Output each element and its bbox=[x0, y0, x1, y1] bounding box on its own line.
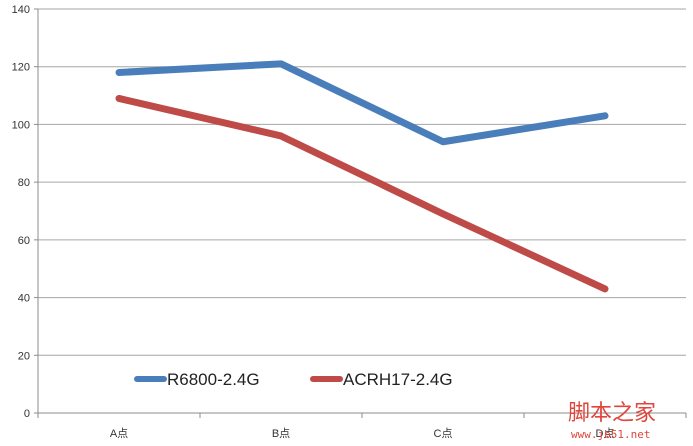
x-tick-label: A点 bbox=[110, 427, 128, 440]
legend-label: R6800-2.4G bbox=[167, 370, 260, 389]
data-point bbox=[117, 96, 121, 101]
x-tick-label: D点 bbox=[596, 427, 615, 440]
y-tick-label: 0 bbox=[24, 408, 30, 420]
y-axis-ticks: 0 20 40 60 80 100 120 140 bbox=[12, 4, 30, 420]
series-line-1 bbox=[115, 94, 609, 293]
y-tick-label: 120 bbox=[12, 62, 30, 74]
data-point bbox=[441, 211, 445, 216]
watermark-url: www.jb51.net bbox=[571, 428, 650, 441]
data-point bbox=[441, 139, 445, 144]
data-point bbox=[279, 61, 283, 66]
y-tick-label: 140 bbox=[12, 4, 30, 16]
x-axis-ticks: A点 B点 C点 D点 bbox=[110, 427, 615, 440]
y-tick-label: 20 bbox=[18, 350, 30, 362]
y-tick-label: 100 bbox=[12, 119, 30, 131]
axes bbox=[34, 8, 687, 418]
x-tick-label: B点 bbox=[272, 427, 290, 440]
gridlines bbox=[38, 8, 686, 356]
legend: R6800-2.4G ACRH17-2.4G bbox=[134, 370, 453, 389]
data-point bbox=[603, 286, 607, 291]
watermark-text: 脚本之家 bbox=[568, 401, 656, 426]
series-line-0 bbox=[115, 60, 609, 146]
legend-label: ACRH17-2.4G bbox=[343, 370, 453, 389]
x-tick-label: C点 bbox=[434, 427, 453, 440]
series-lines bbox=[115, 60, 609, 293]
data-point bbox=[117, 70, 121, 75]
data-point bbox=[603, 113, 607, 118]
y-tick-label: 80 bbox=[18, 177, 30, 189]
y-tick-label: 40 bbox=[18, 293, 30, 305]
watermark-logo: 脚本之家 www.jb51.net bbox=[568, 401, 656, 441]
data-point bbox=[279, 133, 283, 138]
y-tick-label: 60 bbox=[18, 235, 30, 247]
